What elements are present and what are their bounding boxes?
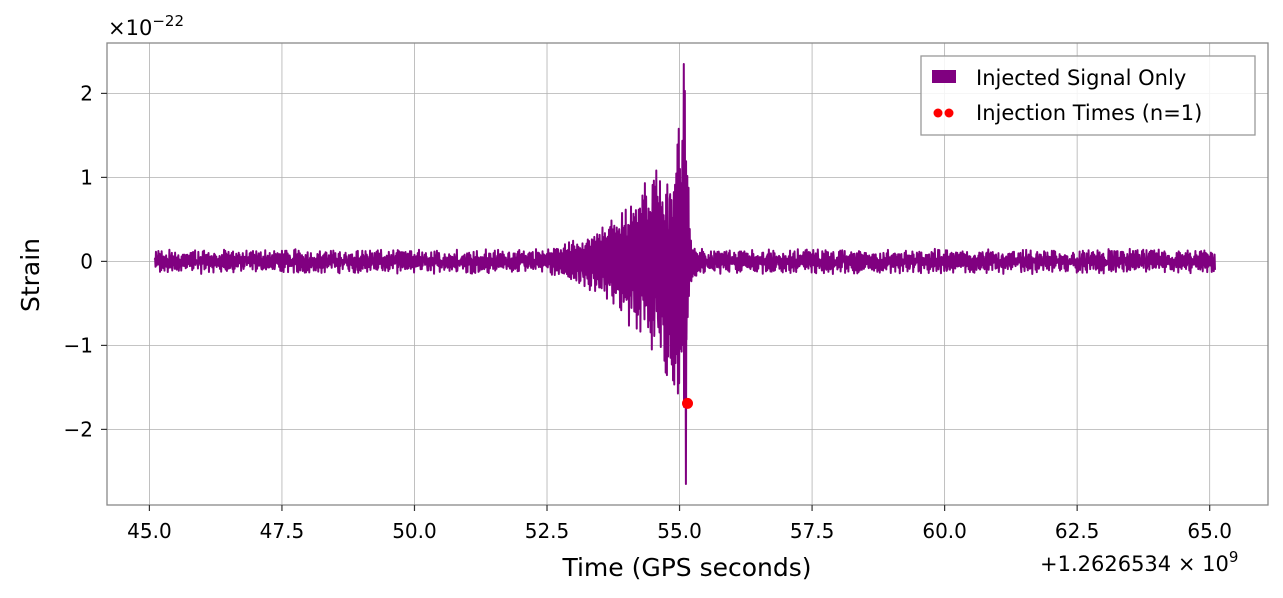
y-tick-label: 0 xyxy=(80,249,93,273)
y-tick-label: 2 xyxy=(80,81,93,105)
y-tick-label: 1 xyxy=(80,165,93,189)
y-multiplier-base: ×10 xyxy=(108,16,152,40)
plot-frame xyxy=(106,42,1269,506)
y-axis: 2 1 0 −1 −2 xyxy=(64,81,107,441)
x-tick-label: 47.5 xyxy=(260,519,305,543)
x-tick-label: 55.0 xyxy=(657,519,702,543)
y-multiplier-label: ×10−22 xyxy=(108,12,184,40)
legend-label-injection-times: Injection Times (n=1) xyxy=(976,101,1202,125)
y-tick-label: −2 xyxy=(64,417,93,441)
series-line-injected-signal xyxy=(153,63,1216,485)
x-tick-label: 50.0 xyxy=(392,519,437,543)
legend-marker-injection-right xyxy=(944,108,954,118)
x-tick-label: 60.0 xyxy=(922,519,967,543)
legend-marker-injection-left xyxy=(933,108,943,118)
series-layer xyxy=(153,63,1216,485)
injection-time-point xyxy=(682,397,693,409)
x-tick-label: 45.0 xyxy=(127,519,172,543)
x-offset-base: +1.2626534 × 10 xyxy=(1040,552,1229,576)
legend-swatch-injected-signal xyxy=(932,70,956,83)
legend-box xyxy=(920,55,1256,136)
x-axis: 45.0 47.5 50.0 52.5 55.0 57.5 60.0 62.5 65.0 xyxy=(127,505,1232,543)
x-axis-label: Time (GPS seconds) xyxy=(561,553,811,582)
y-multiplier-exponent: −22 xyxy=(152,12,184,30)
x-tick-label: 62.5 xyxy=(1055,519,1100,543)
legend-label-injected-signal: Injected Signal Only xyxy=(976,66,1186,90)
y-tick-label: −1 xyxy=(64,333,93,357)
x-tick-label: 65.0 xyxy=(1187,519,1232,543)
x-tick-label: 52.5 xyxy=(525,519,570,543)
legend: Injected Signal Only Injection Times (n=… xyxy=(920,55,1256,136)
x-offset-label: +1.2626534 × 109 xyxy=(1040,548,1238,576)
x-offset-exponent: 9 xyxy=(1229,548,1239,566)
y-axis-label: Strain xyxy=(16,238,45,312)
x-tick-label: 57.5 xyxy=(790,519,835,543)
